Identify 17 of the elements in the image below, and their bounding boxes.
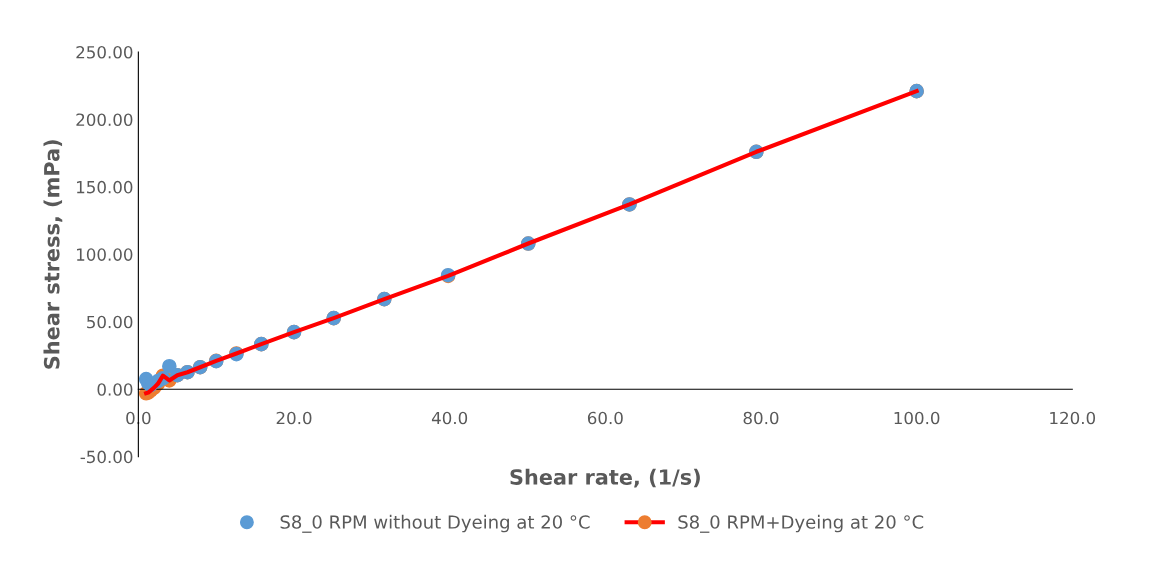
x-tick-label: 80.0 [743, 411, 779, 425]
x-axis-title: Shear rate, (1/s) [510, 468, 700, 488]
x-tick-label: 60.0 [587, 411, 623, 425]
y-tick-label: 50.00 [87, 315, 133, 329]
y-tick-label: 100.00 [77, 248, 133, 261]
y-axis-title: Shear stress, (mPa) [43, 140, 63, 369]
legend-label: S8_0 RPM without Dyeing at 20 °C [280, 514, 590, 533]
y-tick-label: 150.00 [77, 180, 133, 194]
x-tick-label: 100.0 [894, 411, 940, 425]
y-tick-label: 250.00 [76, 45, 133, 59]
x-tick-label: 120.0 [1050, 411, 1096, 425]
y-tick-label: -50.00 [80, 450, 133, 464]
x-tick-label: 40.0 [431, 411, 468, 425]
legend-label: S8_0 RPM+Dyeing at 20 °C [678, 514, 924, 533]
y-tick-label: 0.00 [97, 383, 133, 396]
y-tick-label: 200.00 [76, 113, 133, 127]
x-tick-label: 20.0 [276, 411, 312, 425]
